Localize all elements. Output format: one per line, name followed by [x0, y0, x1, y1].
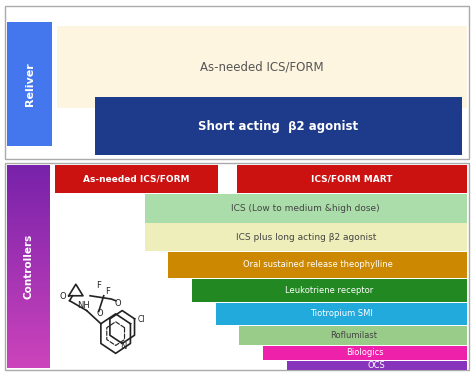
Bar: [237, 165, 467, 193]
Bar: [57, 26, 467, 108]
Text: Leukotriene receptor: Leukotriene receptor: [285, 286, 374, 295]
Text: Cl: Cl: [138, 315, 146, 324]
Bar: [95, 97, 462, 155]
Text: ICS (Low to medium &high dose): ICS (Low to medium &high dose): [231, 204, 380, 213]
Text: Reliver: Reliver: [25, 62, 35, 106]
Bar: [168, 252, 467, 278]
Bar: [216, 303, 467, 325]
Text: Controllers: Controllers: [23, 234, 34, 299]
Text: F: F: [97, 280, 101, 289]
Text: O: O: [114, 298, 121, 308]
Bar: [287, 361, 467, 370]
Text: Biologics: Biologics: [346, 348, 384, 357]
Bar: [55, 165, 218, 193]
Text: ICS/FORM MART: ICS/FORM MART: [311, 174, 392, 183]
Text: As-needed ICS/FORM: As-needed ICS/FORM: [83, 174, 190, 183]
Text: F: F: [105, 287, 110, 296]
Text: Roflumilast: Roflumilast: [329, 331, 377, 340]
Bar: [145, 223, 467, 251]
Text: NH: NH: [77, 301, 90, 310]
Text: Short acting  β2 agonist: Short acting β2 agonist: [199, 120, 358, 133]
Text: O: O: [60, 292, 66, 301]
Bar: [5, 6, 469, 159]
Text: ICS plus long acting β2 agonist: ICS plus long acting β2 agonist: [236, 233, 376, 242]
Text: N: N: [120, 342, 126, 351]
Text: O: O: [97, 309, 103, 318]
Bar: [239, 326, 467, 345]
Bar: [192, 279, 467, 302]
Text: Tiotropium SMI: Tiotropium SMI: [310, 309, 373, 319]
Bar: [7, 22, 52, 146]
Text: OCS: OCS: [368, 361, 386, 370]
Bar: [5, 163, 469, 370]
Bar: [263, 346, 467, 360]
Bar: [145, 194, 467, 223]
Text: Oral sustained release theophylline: Oral sustained release theophylline: [243, 260, 392, 269]
Text: As-needed ICS/FORM: As-needed ICS/FORM: [200, 61, 324, 74]
